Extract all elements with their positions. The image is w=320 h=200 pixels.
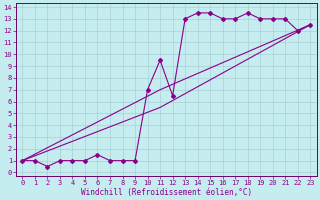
X-axis label: Windchill (Refroidissement éolien,°C): Windchill (Refroidissement éolien,°C) (81, 188, 252, 197)
